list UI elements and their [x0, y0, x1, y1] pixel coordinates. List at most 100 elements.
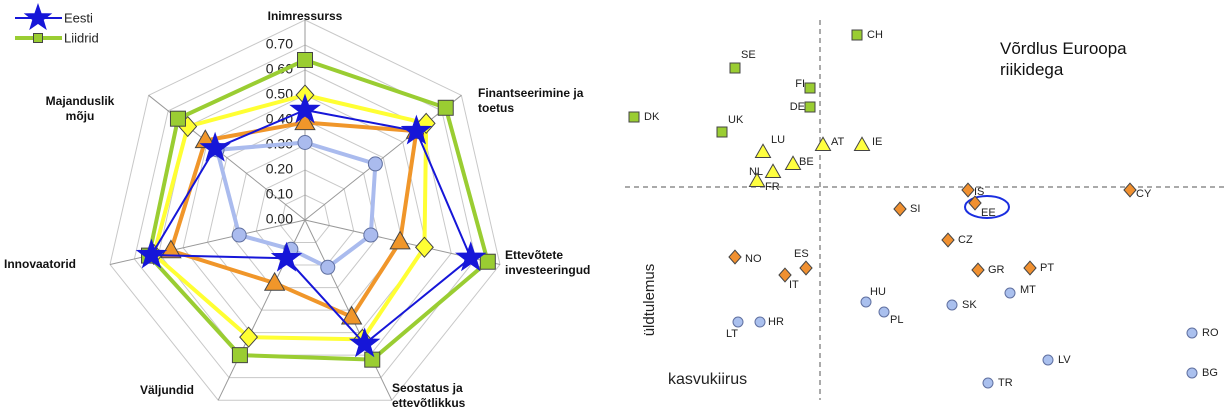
point	[732, 316, 744, 328]
point	[799, 260, 813, 276]
y-tick-label: 0.70	[266, 36, 293, 52]
point-label: IS	[974, 186, 984, 198]
legend-label: Liidrid	[64, 30, 99, 45]
x-axis-label: kasvukiirus	[668, 371, 747, 388]
legend-marker	[33, 33, 43, 43]
point-label: HU	[870, 286, 886, 298]
point-label: EE	[981, 207, 996, 219]
point	[804, 101, 816, 113]
grid-ring	[255, 169, 355, 266]
point-label: PT	[1040, 262, 1054, 274]
series-line	[214, 140, 378, 270]
point	[893, 201, 907, 217]
point-label: LU	[771, 134, 785, 146]
y-tick-label: 0.60	[266, 61, 293, 77]
point	[804, 82, 816, 94]
y-tick-label: 0.10	[266, 186, 293, 202]
point	[1023, 260, 1037, 276]
point	[748, 172, 766, 187]
point	[389, 230, 411, 250]
point	[784, 155, 802, 170]
grid-ring	[182, 94, 428, 334]
point-label: RO	[1202, 327, 1219, 339]
point	[729, 62, 741, 74]
point	[294, 111, 316, 131]
axis-label: Väljundid	[140, 383, 194, 397]
y-tick-label: 0.40	[266, 111, 293, 127]
point	[1186, 327, 1198, 339]
point	[968, 195, 982, 211]
y-tick-label: 0.00	[266, 211, 293, 227]
axis-label: Innovaatorid	[4, 257, 77, 271]
point	[348, 327, 381, 358]
point-label: AT	[831, 136, 845, 148]
point	[160, 239, 182, 259]
point-label: UK	[728, 114, 744, 126]
point	[1004, 287, 1016, 299]
point	[728, 249, 742, 265]
point	[437, 99, 454, 116]
axis-label: Finantseerimine ja toetus	[478, 86, 584, 115]
point	[1186, 367, 1198, 379]
point-label: CH	[867, 29, 883, 41]
point	[455, 241, 487, 272]
point-label: NL	[749, 166, 763, 178]
series-line	[146, 57, 491, 362]
point	[263, 271, 286, 291]
point-label: PL	[890, 314, 903, 326]
series-line	[149, 108, 472, 346]
point-label: IT	[789, 279, 799, 291]
chart-title: Võrdlus Euroopa riikidega	[1000, 39, 1127, 79]
point	[231, 227, 247, 243]
series-line	[168, 120, 419, 320]
grid-ring	[231, 144, 379, 289]
point-label: DE	[790, 101, 805, 113]
point-label: DK	[644, 111, 660, 123]
axis-label: Seostatus ja ettevõtlikkus	[392, 381, 466, 410]
y-tick-label: 0.50	[266, 86, 293, 102]
point-label: GR	[988, 264, 1005, 276]
grid-ring	[280, 194, 330, 244]
point	[199, 131, 231, 162]
point	[1123, 182, 1137, 198]
point	[479, 253, 496, 270]
point-label: SI	[910, 203, 920, 215]
point-label: SK	[962, 299, 977, 311]
axis-label: Majanduslik mõju	[45, 94, 115, 123]
point	[971, 262, 985, 278]
point	[289, 93, 321, 124]
legend-label: Eesti	[64, 10, 93, 25]
point	[628, 111, 640, 123]
point-label: BG	[1202, 367, 1218, 379]
point	[231, 347, 248, 364]
y-tick-label: 0.20	[266, 161, 293, 177]
point-label: ES	[794, 248, 809, 260]
spoke	[304, 94, 462, 221]
point	[778, 267, 792, 283]
point	[946, 299, 958, 311]
point-label: FR	[765, 181, 780, 193]
legend-marker	[23, 2, 53, 31]
point	[135, 238, 168, 269]
point	[853, 136, 871, 151]
point	[400, 114, 433, 145]
point	[270, 241, 303, 272]
point	[851, 29, 863, 41]
point	[367, 156, 383, 172]
point	[961, 182, 975, 198]
point-label: NO	[745, 253, 762, 265]
point	[169, 110, 186, 127]
point	[878, 306, 890, 318]
point	[754, 316, 766, 328]
y-axis-label: üldtulemus	[641, 264, 658, 337]
point	[239, 326, 259, 348]
point	[297, 135, 313, 150]
point	[982, 377, 994, 389]
point-label: MT	[1020, 284, 1036, 296]
point-label: CZ	[958, 234, 973, 246]
point-label: FI	[795, 78, 805, 90]
axis-label: Ettevõtete investeeringud	[505, 248, 591, 277]
point-label: BE	[799, 156, 814, 168]
point	[754, 143, 772, 158]
